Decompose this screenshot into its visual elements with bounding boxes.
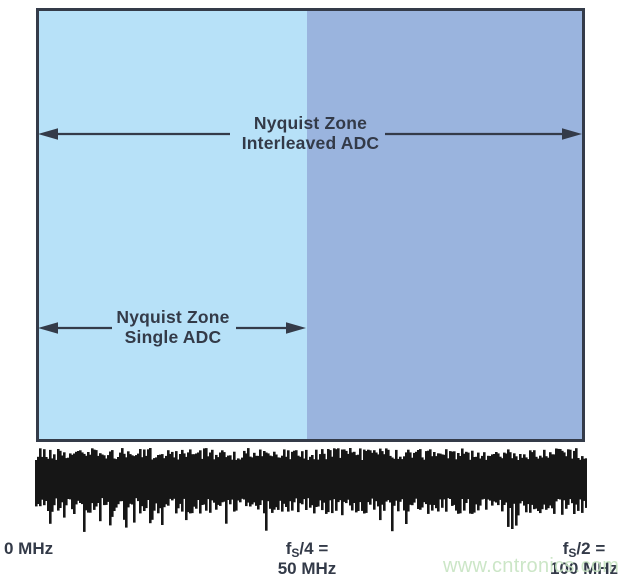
interleaved-zone-label: Nyquist Zone Interleaved ADC xyxy=(39,113,582,153)
axis-label-fs4: fS/4 = 50 MHz xyxy=(217,539,397,579)
interleaved-zone-label-line2: Interleaved ADC xyxy=(241,133,380,153)
interleaved-extension-region xyxy=(307,11,582,439)
single-zone-label-line2: Single ADC xyxy=(124,327,222,347)
watermark: www.cntronics.com xyxy=(443,555,620,577)
single-zone-label-line1: Nyquist Zone xyxy=(116,307,230,327)
single-zone-label: Nyquist Zone Single ADC xyxy=(39,307,307,347)
interleaved-zone-label-line1: Nyquist Zone xyxy=(253,113,368,133)
axis-label-fs2-line1: fS/2 = xyxy=(562,539,606,560)
subscript-s: S xyxy=(568,546,577,560)
axis-label-fs4-line1: fS/4 = xyxy=(285,539,329,560)
axis-label-fs2: fS/2 = 100 MHz xyxy=(494,539,630,579)
noise-bars xyxy=(35,448,587,532)
nyquist-zone-box xyxy=(36,8,585,442)
axis-label-fs2-line2: 100 MHz xyxy=(549,559,619,578)
axis-label-fs4-line2: 50 MHz xyxy=(277,559,337,578)
axis-label-0mhz: 0 MHz xyxy=(4,539,54,558)
noise-floor-waveform xyxy=(35,448,587,532)
single-adc-region xyxy=(39,11,307,439)
subscript-s: S xyxy=(291,546,300,560)
